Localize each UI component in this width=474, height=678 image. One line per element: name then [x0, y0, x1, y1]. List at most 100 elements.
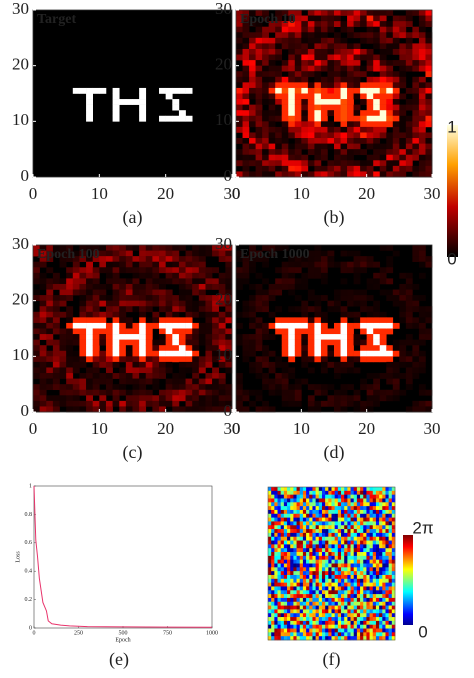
pixel [275, 48, 283, 55]
pixel [72, 350, 80, 357]
phase-pixel [296, 509, 301, 515]
pixel [294, 76, 302, 83]
phase-pixel [375, 609, 380, 614]
pixel [314, 328, 322, 335]
phase-pixel [312, 506, 316, 511]
pixel [347, 165, 354, 172]
pixel [412, 87, 420, 94]
pixel [159, 278, 166, 285]
pixel [39, 361, 47, 368]
pixel [275, 54, 283, 61]
pixel [340, 306, 348, 313]
phase-pixel [334, 567, 339, 572]
pixel [425, 400, 433, 407]
pixel [386, 165, 394, 172]
phase-pixel [366, 548, 370, 553]
phase-pixel [388, 586, 393, 591]
phase-pixel [318, 517, 323, 522]
pixel [281, 60, 289, 66]
pixel [255, 322, 263, 329]
phase-pixel [296, 609, 301, 614]
phase-pixel [372, 540, 377, 545]
pixel [347, 138, 354, 144]
pixel [314, 43, 322, 50]
pixel [294, 395, 302, 402]
pixel [192, 250, 200, 257]
phase-pixel [356, 613, 361, 618]
phase-pixel [271, 567, 275, 572]
pixel [392, 76, 400, 83]
pixel [105, 345, 113, 352]
pixel [353, 339, 361, 346]
pixel [198, 256, 206, 262]
phase-pixel [287, 578, 291, 583]
pixel [418, 10, 426, 16]
phase-pixel [283, 597, 288, 603]
phase-pixel [347, 632, 351, 637]
pixel [320, 87, 328, 94]
phase-pixel [321, 628, 326, 633]
phase-pixel [306, 548, 310, 553]
phase-pixel [280, 506, 285, 511]
phase-pixel [296, 617, 301, 622]
pixel [205, 300, 213, 307]
phase-pixel [299, 559, 304, 564]
pixel [314, 256, 322, 262]
pixel [307, 384, 315, 391]
phase-pixel [375, 636, 380, 641]
pixel [242, 32, 250, 39]
phase-pixel [268, 517, 272, 522]
phase-pixel [328, 494, 332, 499]
phase-pixel [337, 574, 342, 580]
phase-pixel [353, 624, 358, 629]
phase-pixel [353, 594, 358, 599]
pixel [425, 389, 433, 396]
pixel [366, 121, 374, 128]
pixel [212, 356, 220, 363]
pixel [198, 300, 206, 307]
pixel [52, 317, 60, 324]
pixel [86, 245, 93, 251]
pixel [159, 317, 166, 324]
pixel [379, 26, 387, 33]
pixel [281, 126, 289, 133]
phase-pixel [363, 548, 367, 553]
pixel [99, 289, 107, 296]
pixel [301, 334, 309, 340]
pixel [185, 317, 193, 324]
pixel [392, 143, 400, 150]
pixel [139, 356, 147, 363]
pixel [39, 406, 47, 413]
phase-pixel [366, 597, 370, 603]
pixel [86, 261, 93, 268]
pixel [132, 334, 140, 340]
pixel [392, 350, 400, 357]
phase-pixel [309, 490, 313, 495]
pixel [301, 54, 309, 61]
phase-pixel [331, 525, 335, 530]
phase-pixel [334, 571, 339, 576]
pixel [112, 283, 120, 290]
phase-pixel [366, 517, 370, 522]
pixel [386, 154, 394, 161]
pixel [268, 160, 276, 167]
pixel [268, 171, 276, 178]
pixel [386, 367, 394, 374]
phase-pixel [280, 609, 285, 614]
pixel [105, 261, 113, 268]
phase-pixel [391, 487, 396, 492]
phase-pixel [344, 609, 348, 614]
phase-pixel [379, 506, 383, 511]
pixel [165, 267, 173, 274]
phase-pixel [328, 540, 332, 545]
phase-pixel [337, 509, 342, 515]
phase-pixel [277, 567, 281, 572]
phase-pixel [306, 490, 310, 495]
pixel [373, 334, 381, 340]
pixel [334, 334, 341, 340]
pixel [139, 93, 147, 100]
pixel [379, 339, 387, 346]
pixel [275, 328, 283, 335]
pixel [172, 339, 180, 346]
phase-pixel [299, 525, 304, 530]
